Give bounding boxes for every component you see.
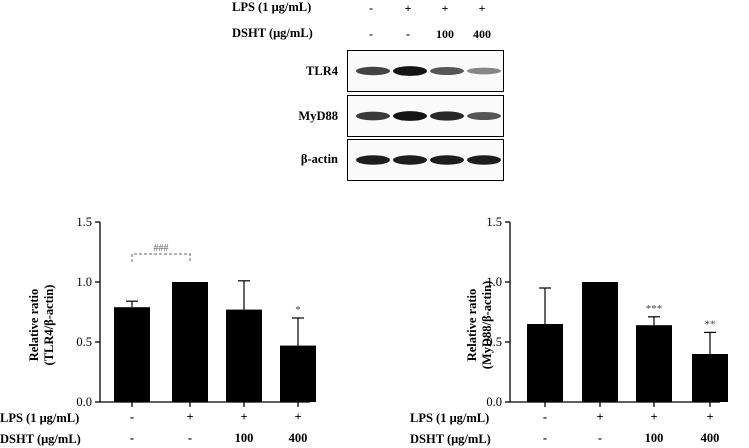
y-tick-label: 1.5 xyxy=(76,215,92,229)
x-lps-value: - xyxy=(543,410,547,424)
blot-lps-value: - xyxy=(369,1,373,15)
x-lps-value: - xyxy=(130,410,134,424)
blot-band xyxy=(467,112,501,120)
x-lps-value: + xyxy=(596,410,603,424)
significance-label: ** xyxy=(705,318,716,330)
chart-tlr4-svg: 0.0 0.5 1.0 1.5 - - + - +100 * +400 ### xyxy=(76,215,316,445)
blot-band xyxy=(393,66,427,76)
x-dsht-value: 100 xyxy=(235,431,254,445)
blot-dsht-value: - xyxy=(406,27,410,41)
blot-band xyxy=(393,155,427,165)
x-dsht-value: 100 xyxy=(645,431,664,445)
blot-band xyxy=(356,155,390,165)
blot-dsht-value: 100 xyxy=(436,27,454,41)
blot-band xyxy=(430,67,464,75)
blot-image-myd88 xyxy=(347,95,504,137)
blot-band xyxy=(430,155,464,165)
blot-lps-header: LPS (1 μg/mL) xyxy=(232,0,312,14)
x-lps-value: + xyxy=(706,410,713,424)
blot-band xyxy=(356,111,390,121)
blot-image-beta-actin xyxy=(347,139,504,181)
y-tick-label: 1.5 xyxy=(486,215,502,229)
bar xyxy=(582,282,618,402)
blot-lps-value: + xyxy=(478,1,486,15)
blot-dsht-value: 400 xyxy=(473,27,491,41)
y-tick-label: 1.0 xyxy=(76,275,92,289)
y-tick-label: 0.5 xyxy=(486,335,502,349)
x-lps-value: + xyxy=(650,410,657,424)
x-dsht-value: - xyxy=(188,431,192,445)
bar xyxy=(692,354,728,402)
chart-tlr4-dsht-label: DSHT (μg/mL) xyxy=(0,432,81,446)
chart-tlr4-ylabel: Relative ratio xyxy=(27,288,41,362)
blot-row-label-beta-actin: β-actin xyxy=(300,152,338,166)
x-dsht-value: - xyxy=(130,431,134,445)
blot-dsht-value: - xyxy=(369,27,373,41)
blot-image-tlr4 xyxy=(347,50,504,92)
chart-tlr4-ylabel-unit: (TLR4/β-actin) xyxy=(42,284,56,366)
blot-band xyxy=(393,111,427,121)
y-tick-label: 0.0 xyxy=(486,395,502,409)
chart-myd88-lps-label: LPS (1 μg/mL) xyxy=(410,411,490,425)
chart-tlr4-lps-label: LPS (1 μg/mL) xyxy=(0,411,80,425)
y-tick-label: 1.0 xyxy=(486,275,502,289)
bar xyxy=(527,324,563,402)
blot-row-label-tlr4: TLR4 xyxy=(306,64,338,78)
bar xyxy=(226,309,262,402)
x-lps-value: + xyxy=(240,410,247,424)
x-dsht-value: - xyxy=(598,431,602,445)
chart-myd88-dsht-label: DSHT (μg/mL) xyxy=(410,432,491,446)
y-tick-label: 0.5 xyxy=(76,335,92,349)
blot-row-label-myd88: MyD88 xyxy=(298,109,338,123)
blot-lps-value: + xyxy=(404,1,412,15)
blot-band xyxy=(356,66,390,76)
bar xyxy=(636,325,672,402)
blot-lps-value: + xyxy=(441,1,449,15)
blot-dsht-header: DSHT (μg/mL) xyxy=(232,26,313,40)
chart-myd88-svg: 0.0 0.5 1.0 1.5 - - + - *** +100 ** +400 xyxy=(486,215,728,445)
significance-bracket xyxy=(131,253,191,262)
x-dsht-value: - xyxy=(543,431,547,445)
chart-myd88-ylabel-unit: (MyD88/β-actin) xyxy=(480,280,494,370)
x-dsht-value: 400 xyxy=(701,431,720,445)
x-lps-value: + xyxy=(186,410,193,424)
x-lps-value: + xyxy=(294,410,301,424)
blot-band xyxy=(467,155,501,165)
bar xyxy=(172,282,208,402)
significance-label: *** xyxy=(646,303,663,315)
blot-band xyxy=(467,67,501,75)
blot-band xyxy=(430,111,464,121)
bracket-label: ### xyxy=(154,243,169,254)
bar xyxy=(280,345,316,402)
x-dsht-value: 400 xyxy=(289,431,308,445)
significance-label: * xyxy=(295,304,301,316)
chart-myd88-ylabel: Relative ratio xyxy=(465,288,479,362)
bar xyxy=(114,307,150,402)
y-tick-label: 0.0 xyxy=(76,395,92,409)
